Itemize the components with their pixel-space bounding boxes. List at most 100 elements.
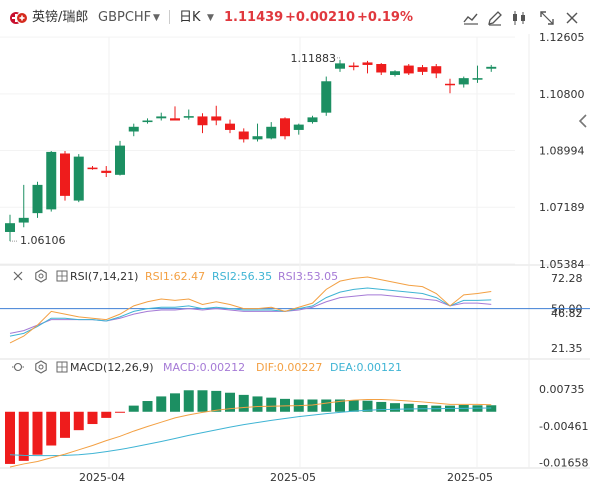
candle-body[interactable] <box>362 62 373 65</box>
fullscreen-icon[interactable] <box>538 9 556 27</box>
macd-histogram-bar <box>252 396 263 412</box>
rsi3-value: RSI3:53.05 <box>278 270 338 283</box>
macd-histogram-bar <box>5 411 15 464</box>
symbol-dropdown-icon[interactable]: ▼ <box>153 13 160 23</box>
candle-body[interactable] <box>458 78 469 85</box>
rsi-settings-icon[interactable] <box>35 269 47 283</box>
price-change-percent: +0.19% <box>357 10 413 25</box>
candle-body[interactable] <box>307 117 318 123</box>
macd-title: MACD(12,26,9) <box>70 361 154 374</box>
candle-body[interactable] <box>445 83 455 86</box>
candle-body[interactable] <box>18 217 29 223</box>
symbol-name[interactable]: 英镑/瑞郎 <box>32 10 89 25</box>
candle-body[interactable] <box>376 64 387 73</box>
candle-body[interactable] <box>266 126 277 139</box>
candle-body[interactable] <box>472 78 483 80</box>
candle-body[interactable] <box>238 131 249 140</box>
high-price-annotation: 1.11883 <box>291 52 337 65</box>
price-tick-label: 1.05384 <box>539 258 585 271</box>
price-tick-label: 1.12605 <box>539 31 585 44</box>
macd-histogram-bar <box>390 403 400 412</box>
macd-histogram-bar <box>142 401 153 412</box>
candle-body[interactable] <box>321 81 332 113</box>
rsi-title: RSI(7,14,21) <box>70 270 138 283</box>
macd-histogram-bar <box>403 403 414 412</box>
candle-body[interactable] <box>280 118 290 137</box>
macd-histogram-bar <box>46 411 57 446</box>
macd-histogram-bar <box>238 394 249 412</box>
macd-histogram-bar <box>60 411 70 438</box>
rsi1-value: RSI1:62.47 <box>145 270 205 283</box>
indicator-icon[interactable] <box>462 9 480 27</box>
candle-body[interactable] <box>73 156 84 201</box>
collapse-arrow-icon[interactable] <box>576 112 590 130</box>
rsi-tick-label: 46.82 <box>551 307 583 320</box>
macd-histogram-bar <box>362 400 373 412</box>
candle-body[interactable] <box>183 116 194 118</box>
candle-body[interactable] <box>293 124 304 130</box>
candle-body[interactable] <box>87 167 98 170</box>
date-tick-label: 2025-05 <box>447 471 493 484</box>
macd-tick-label: -0.00461 <box>539 420 588 433</box>
candle-body[interactable] <box>335 63 345 69</box>
candle-body[interactable] <box>101 170 112 173</box>
candle-body[interactable] <box>142 120 153 123</box>
candle-body[interactable] <box>431 66 442 74</box>
candle-body[interactable] <box>156 116 167 119</box>
macd-histogram-bar <box>87 411 98 425</box>
macd-settings-icon[interactable] <box>35 360 47 374</box>
rsi2-line <box>9 287 492 337</box>
rsi1-line <box>9 276 492 344</box>
candle-body[interactable] <box>170 118 180 121</box>
draw-pen-icon[interactable] <box>486 9 504 27</box>
macd-tick-label: -0.01658 <box>539 457 588 470</box>
macd-visibility-icon[interactable] <box>13 362 23 372</box>
macd-histogram-bar <box>170 393 180 412</box>
price-tick-label: 1.08994 <box>539 145 585 158</box>
macd-histogram-bar <box>115 411 125 413</box>
rsi2-value: RSI2:56.35 <box>212 270 272 283</box>
candle-body[interactable] <box>46 151 57 210</box>
candle-body[interactable] <box>32 184 43 214</box>
candle-body[interactable] <box>403 65 414 74</box>
low-price-annotation: 1.06106 <box>20 234 66 247</box>
timeframe-selector[interactable]: 日K <box>179 10 201 25</box>
macd-histogram-bar <box>348 400 359 412</box>
macd-tick-label: 0.00735 <box>539 383 585 396</box>
candle-body[interactable] <box>128 126 139 132</box>
dif-line <box>9 398 492 468</box>
last-price: 1.11439 <box>224 10 284 25</box>
macd-histogram-bar <box>307 399 318 412</box>
macd-histogram-bar <box>211 390 222 412</box>
rsi-close-icon-part <box>13 271 23 281</box>
candle-body[interactable] <box>486 66 497 69</box>
header-divider <box>169 10 170 24</box>
macd-histogram-bar <box>197 390 208 412</box>
macd-histogram-bar <box>266 397 277 412</box>
macd-histogram-bar <box>280 398 290 412</box>
macd-histogram-bar <box>321 399 332 412</box>
price-tick-label: 1.10800 <box>539 88 585 101</box>
symbol-code[interactable]: GBPCHF <box>98 10 152 25</box>
close-icon[interactable] <box>563 9 581 27</box>
dif-value: DIF:0.00227 <box>256 361 322 374</box>
candle-body[interactable] <box>390 71 400 75</box>
candle-body[interactable] <box>348 65 359 68</box>
date-tick-label: 2025-04 <box>79 471 125 484</box>
candle-body[interactable] <box>225 123 235 130</box>
candle-body[interactable] <box>252 136 263 140</box>
chart-header: 英镑/瑞郎 GBPCHF ▼ 日K ▼ 1.11439 +0.00210 +0.… <box>0 0 590 34</box>
macd-histogram-bar <box>101 411 112 418</box>
macd-histogram-bar <box>73 411 84 431</box>
candlestick-icon[interactable] <box>510 9 528 27</box>
candle-body[interactable] <box>197 116 208 126</box>
macd-histogram-bar <box>156 396 167 412</box>
candle-body[interactable] <box>60 153 70 196</box>
candle-body[interactable] <box>115 145 125 175</box>
candle-body[interactable] <box>5 223 15 232</box>
candle-body[interactable] <box>211 116 222 121</box>
timeframe-dropdown-icon[interactable]: ▼ <box>207 13 214 23</box>
candle-body[interactable] <box>417 67 428 72</box>
rsi-settings-icon-part <box>38 273 44 279</box>
